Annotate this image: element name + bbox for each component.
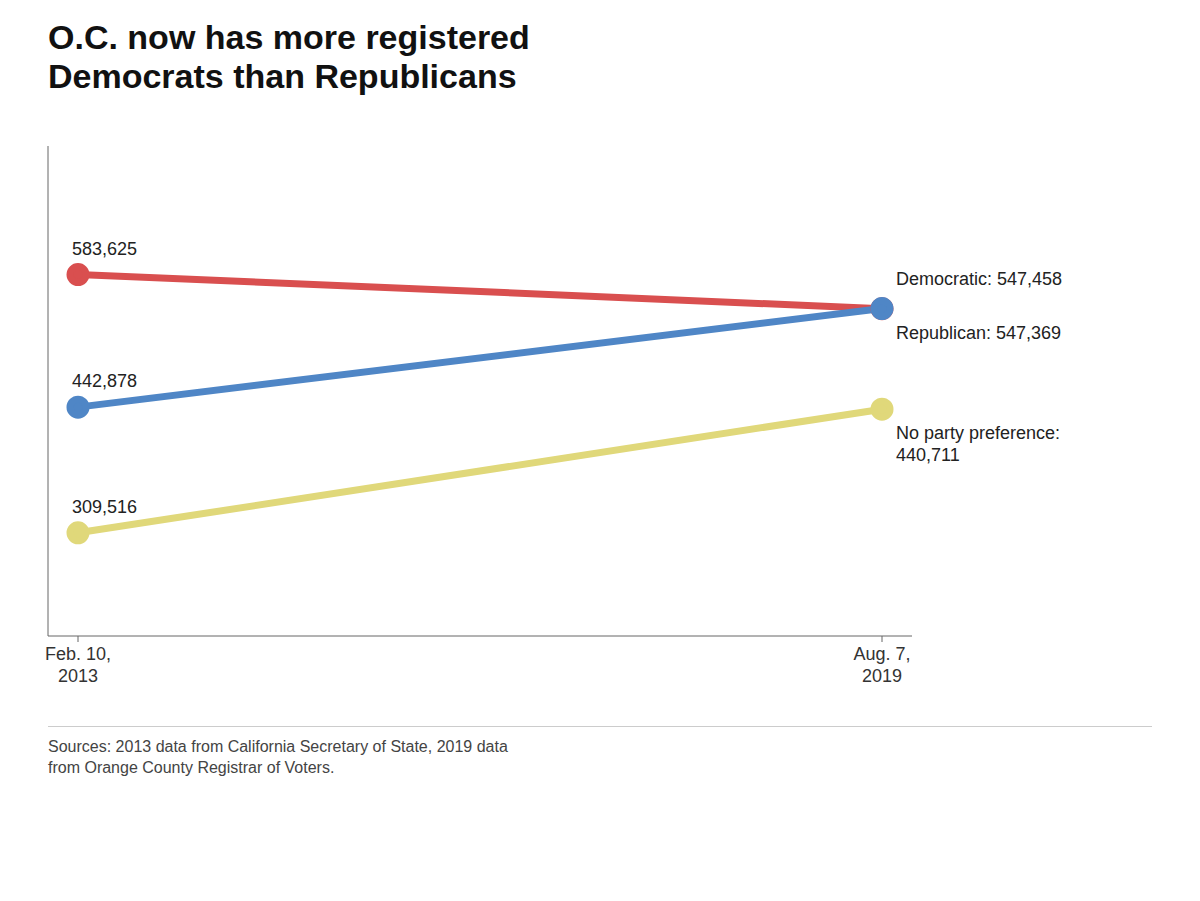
svg-text:No party preference:440,711: No party preference:440,711 [896, 423, 1060, 465]
svg-text:309,516: 309,516 [72, 497, 137, 517]
svg-text:Aug. 7,2019: Aug. 7,2019 [853, 644, 910, 686]
html-text:Democrats than Republicans: Democrats than Republicans [48, 57, 517, 96]
svg-text:442,878: 442,878 [72, 371, 137, 391]
svg-text:583,625: 583,625 [72, 239, 137, 259]
svg-text:Republican: 547,369: Republican: 547,369 [896, 323, 1061, 343]
svg-text:Feb. 10,2013: Feb. 10,2013 [45, 644, 111, 686]
html-text:from Orange County Registrar o: from Orange County Registrar of Voters. [48, 759, 335, 776]
html-text:Sources: 2013 data from Califo: Sources: 2013 data from California Secre… [48, 738, 508, 756]
svg-text:Democratic: 547,458: Democratic: 547,458 [896, 269, 1062, 289]
html-text:O.C. now has more registered: O.C. now has more registered [48, 18, 530, 56]
